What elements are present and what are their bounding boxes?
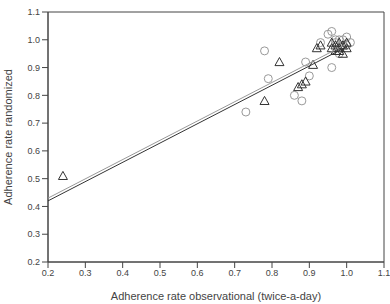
svg-text:0.5: 0.5 xyxy=(27,174,40,184)
svg-text:0.5: 0.5 xyxy=(154,268,167,278)
svg-text:0.4: 0.4 xyxy=(116,268,129,278)
svg-text:0.3: 0.3 xyxy=(79,268,92,278)
svg-text:Adherence rate observational (: Adherence rate observational (twice-a-da… xyxy=(111,290,321,302)
svg-text:0.9: 0.9 xyxy=(27,63,40,73)
svg-text:0.6: 0.6 xyxy=(191,268,204,278)
svg-text:0.4: 0.4 xyxy=(27,202,40,212)
svg-text:0.9: 0.9 xyxy=(303,268,316,278)
svg-text:0.7: 0.7 xyxy=(228,268,241,278)
svg-text:0.7: 0.7 xyxy=(27,118,40,128)
svg-text:0.6: 0.6 xyxy=(27,146,40,156)
svg-text:0.2: 0.2 xyxy=(27,257,40,267)
svg-text:1.1: 1.1 xyxy=(378,268,382,278)
svg-text:0.2: 0.2 xyxy=(42,268,55,278)
svg-text:1.0: 1.0 xyxy=(27,35,40,45)
svg-text:0.8: 0.8 xyxy=(266,268,279,278)
svg-text:1.0: 1.0 xyxy=(340,268,353,278)
svg-text:0.3: 0.3 xyxy=(27,229,40,239)
svg-text:1.1: 1.1 xyxy=(27,7,40,17)
svg-text:Adherence rate randomized: Adherence rate randomized xyxy=(8,69,14,205)
svg-text:0.8: 0.8 xyxy=(27,91,40,101)
